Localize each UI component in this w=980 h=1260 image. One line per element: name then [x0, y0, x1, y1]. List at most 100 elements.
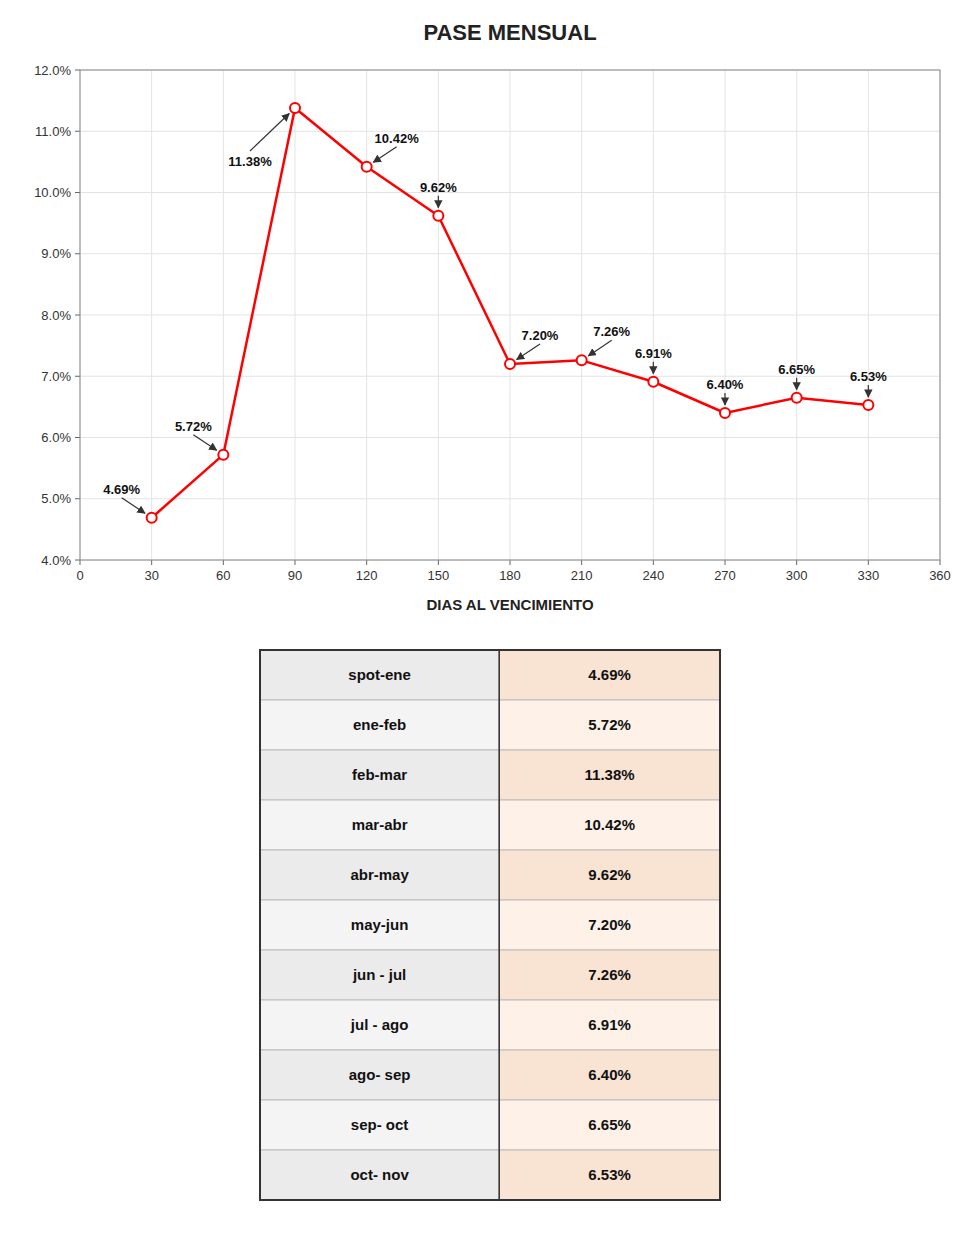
y-grid-line — [80, 315, 940, 316]
x-tick-label: 30 — [144, 568, 158, 583]
table-value-cell — [499, 1150, 720, 1200]
chart-title: PASE MENSUAL — [423, 20, 596, 45]
table-label-cell — [260, 950, 499, 1000]
y-tick-mark — [75, 560, 80, 561]
y-tick-mark — [75, 315, 80, 316]
x-tick-label: 240 — [642, 568, 664, 583]
x-tick-mark — [940, 560, 941, 565]
label-arrow — [653, 362, 654, 374]
table-row: spot-ene4.69% — [260, 650, 720, 700]
y-tick-mark — [75, 437, 80, 438]
grid — [80, 70, 940, 560]
x-tick-label: 270 — [714, 568, 736, 583]
table-value: 7.26% — [588, 966, 631, 983]
y-tick-label: 9.0% — [41, 246, 71, 261]
data-point — [218, 450, 228, 460]
y-grid-line — [80, 131, 940, 132]
table-label-cell — [260, 1000, 499, 1050]
data-point — [577, 355, 587, 365]
table-label: mar-abr — [352, 816, 408, 833]
table-value-cell — [499, 900, 720, 950]
label-arrow — [250, 114, 289, 151]
y-tick-label: 8.0% — [41, 308, 71, 323]
table-label-cell — [260, 700, 499, 750]
data-point — [433, 211, 443, 221]
data-point — [505, 359, 515, 369]
data-point — [147, 513, 157, 523]
data-layer — [147, 103, 874, 523]
x-tick-mark — [438, 560, 439, 565]
table-value: 7.20% — [588, 916, 631, 933]
table-value: 6.91% — [588, 1016, 631, 1033]
label-arrow — [796, 378, 797, 390]
x-axis-label: DIAS AL VENCIMIENTO — [426, 596, 594, 613]
y-tick-label: 12.0% — [34, 63, 71, 78]
table-value-cell — [499, 800, 720, 850]
table-row: jun - jul 7.26% — [260, 950, 720, 1000]
data-label: 7.20% — [522, 328, 559, 343]
data-table: spot-ene4.69%ene-feb5.72%feb-mar11.38%ma… — [260, 650, 720, 1200]
table-value: 6.53% — [588, 1166, 631, 1183]
data-label: 6.53% — [850, 369, 887, 384]
x-tick-mark — [295, 560, 296, 565]
label-arrow — [588, 340, 611, 356]
table-label: abr-may — [350, 866, 409, 883]
table-value-cell — [499, 700, 720, 750]
label-arrow — [517, 344, 540, 360]
x-tick-label: 0 — [76, 568, 83, 583]
x-tick-mark — [366, 560, 367, 565]
line-chart: PASE MENSUAL0306090120150180210240270300… — [34, 20, 951, 613]
y-tick-mark — [75, 192, 80, 193]
table-value-cell — [499, 1000, 720, 1050]
y-tick-label: 7.0% — [41, 369, 71, 384]
data-label: 6.40% — [707, 377, 744, 392]
table-label: spot-ene — [348, 666, 411, 683]
data-point — [863, 400, 873, 410]
y-grid-line — [80, 253, 940, 254]
table-value: 11.38% — [585, 766, 635, 783]
table-row: sep- oct6.65% — [260, 1100, 720, 1150]
x-tick-mark — [151, 560, 152, 565]
x-tick-label: 330 — [857, 568, 879, 583]
table-label: may-jun — [351, 916, 409, 933]
data-point — [792, 393, 802, 403]
table-label: jul - ago — [350, 1016, 409, 1033]
table-value: 5.72% — [588, 716, 631, 733]
table-row: ago- sep6.40% — [260, 1050, 720, 1100]
x-tick-label: 360 — [929, 568, 951, 583]
x-tick-mark — [80, 560, 81, 565]
y-grid-line — [80, 192, 940, 193]
data-label: 4.69% — [103, 482, 140, 497]
table-label-cell — [260, 1150, 499, 1200]
data-label: 11.38% — [228, 154, 272, 169]
y-grid-line — [80, 498, 940, 499]
label-arrow — [193, 435, 216, 451]
table-value-cell — [499, 950, 720, 1000]
data-line — [152, 108, 869, 518]
table-value: 9.62% — [588, 866, 631, 883]
y-tick-mark — [75, 498, 80, 499]
table-label-cell — [260, 1050, 499, 1100]
data-labels: 4.69%5.72%11.38%10.42%9.62%7.20%7.26%6.9… — [103, 114, 887, 514]
table-row: mar-abr10.42% — [260, 800, 720, 850]
y-tick-label: 4.0% — [41, 553, 71, 568]
y-tick-label: 10.0% — [34, 185, 71, 200]
table-label: jun - jul — [352, 966, 406, 983]
table-value-cell — [499, 750, 720, 800]
table-value-cell — [499, 1050, 720, 1100]
table-value-cell — [499, 650, 720, 700]
table-border — [260, 650, 720, 1200]
table-row: may-jun 7.20% — [260, 900, 720, 950]
table-label-cell — [260, 650, 499, 700]
table-label-cell — [260, 850, 499, 900]
table-value-cell — [499, 1100, 720, 1150]
x-tick-mark — [581, 560, 582, 565]
label-arrow — [438, 196, 439, 208]
plot-background — [80, 70, 940, 560]
x-tick-label: 150 — [427, 568, 449, 583]
table-row: abr-may 9.62% — [260, 850, 720, 900]
table-row: jul - ago 6.91% — [260, 1000, 720, 1050]
table-label: feb-mar — [352, 766, 407, 783]
data-label: 5.72% — [175, 419, 212, 434]
x-tick-label: 60 — [216, 568, 230, 583]
